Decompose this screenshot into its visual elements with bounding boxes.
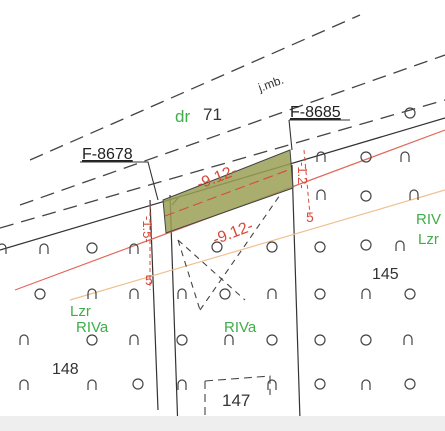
circle-symbol [87, 335, 97, 345]
dimension-right-end: 5 [306, 209, 314, 225]
arch-symbol [268, 380, 276, 390]
circle-symbol [405, 289, 415, 299]
ref-left: F-8678 [82, 146, 133, 163]
label-parcel-145: 145 [372, 266, 399, 283]
arch-symbol [268, 289, 276, 299]
circle-symbol [267, 335, 277, 345]
dimension-right-side: -1.2- [295, 162, 310, 189]
arch-symbol [130, 335, 138, 345]
circle-symbol [133, 379, 143, 389]
arch-symbol [20, 335, 28, 345]
circle-symbol [315, 335, 325, 345]
arch-symbol [88, 380, 96, 390]
arch-symbol [404, 335, 412, 345]
arch-symbol [225, 335, 233, 345]
arch-symbol [362, 289, 370, 299]
circle-symbol [220, 289, 230, 299]
zone-riva-left: RIVa [76, 319, 109, 336]
dimension-left-end: 5 [145, 272, 153, 288]
zone-lzr-right: Lzr [418, 231, 439, 248]
circle-symbol [361, 152, 371, 162]
circle-symbol [87, 243, 97, 253]
arch-symbol [20, 380, 28, 390]
dimension-bottom: -9.12- [210, 218, 255, 249]
arch-symbol [40, 244, 48, 254]
circle-symbol [315, 242, 325, 252]
orange-boundary-line [70, 190, 445, 300]
circle-symbol [361, 240, 371, 250]
dimension-left-side: -1.5- [140, 216, 155, 243]
label-parcel-148: 148 [52, 361, 79, 378]
arch-symbol [317, 190, 325, 200]
arch-symbol [178, 380, 186, 390]
arch-symbol [317, 152, 325, 162]
circle-symbol [361, 335, 371, 345]
zone-riva-center: RIVa [224, 319, 257, 336]
arch-symbol [178, 289, 186, 299]
circle-symbol [35, 289, 45, 299]
label-jmb: j.mb. [255, 73, 285, 95]
arch-symbol [362, 380, 370, 390]
building-147-outline [205, 381, 210, 415]
label-dr: dr [175, 107, 190, 126]
bottom-band [0, 416, 445, 431]
circle-symbol [405, 379, 415, 389]
land-use-symbols [0, 108, 418, 390]
highlighted-parcel [163, 150, 293, 233]
circle-symbol [267, 242, 277, 252]
circle-symbol [361, 191, 371, 201]
circle-symbol [177, 335, 187, 345]
ref-right: F-8685 [290, 104, 341, 121]
zone-lzr-left: Lzr [70, 303, 91, 320]
circle-symbol [315, 289, 325, 299]
circle-symbol [315, 379, 325, 389]
arch-symbol [130, 289, 138, 299]
arch-symbol [401, 152, 409, 162]
arch-symbol [396, 241, 404, 251]
label-parcel-71: 71 [203, 105, 222, 124]
zone-riv-right: RIV [416, 211, 441, 228]
label-parcel-147: 147 [222, 391, 250, 410]
